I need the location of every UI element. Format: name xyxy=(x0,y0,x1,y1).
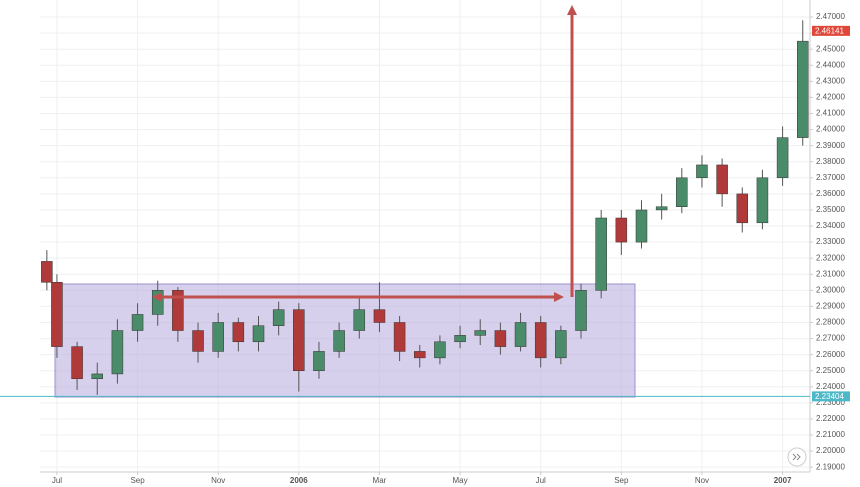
y-tick-label: 2.41000 xyxy=(816,109,845,118)
y-tick-label: 2.43000 xyxy=(816,76,845,85)
x-tick-label: Mar xyxy=(373,476,387,485)
y-tick-label: 2.36000 xyxy=(816,189,845,198)
candle-body xyxy=(91,373,103,380)
x-tick-label: May xyxy=(453,476,468,485)
arrow-head xyxy=(554,292,564,302)
candle-body xyxy=(736,193,749,224)
y-tick-label: 2.24000 xyxy=(816,382,845,391)
x-tick-label: 2006 xyxy=(290,476,308,485)
x-tick-label: Jul xyxy=(536,476,546,485)
candle-body xyxy=(635,209,648,243)
y-tick-label: 2.45000 xyxy=(816,44,845,53)
y-tick-label: 2.47000 xyxy=(816,12,845,21)
candle-body xyxy=(232,322,245,343)
y-tick-label: 2.42000 xyxy=(816,93,845,102)
candle-body xyxy=(414,351,426,359)
candles xyxy=(41,20,809,395)
price-tag xyxy=(812,391,850,402)
y-tick-label: 2.37000 xyxy=(816,173,845,182)
y-tick-label: 2.35000 xyxy=(816,205,845,214)
candle-body xyxy=(796,40,809,138)
candle-body xyxy=(111,330,124,375)
y-tick-label: 2.32000 xyxy=(816,253,845,262)
candle-body xyxy=(494,330,507,347)
scroll-icon[interactable] xyxy=(792,453,801,461)
price-tag xyxy=(812,25,850,36)
y-tick-label: 2.25000 xyxy=(816,366,845,375)
x-tick-label: Sep xyxy=(614,476,629,485)
grid xyxy=(40,0,810,472)
candle-body xyxy=(252,325,265,343)
candle-body xyxy=(51,282,63,347)
y-tick-label: 2.29000 xyxy=(816,302,845,311)
candle-body xyxy=(151,290,164,315)
candle-body xyxy=(454,335,466,343)
candle-body xyxy=(575,290,587,331)
candle-body xyxy=(41,261,53,283)
x-tick-label: Nov xyxy=(695,476,709,485)
candle-body xyxy=(333,330,345,352)
candle-body xyxy=(716,164,728,195)
candle-body xyxy=(393,322,406,352)
candle-body xyxy=(272,309,285,326)
price-tag-label: 2.23404 xyxy=(815,392,844,401)
y-tick-label: 2.28000 xyxy=(816,318,845,327)
candle-body xyxy=(776,137,789,179)
axes: 2.19000 2.20000 2.21000 2.22000 2.23000 2.240… xyxy=(0,12,850,485)
y-tick-label: 2.22000 xyxy=(816,414,845,423)
scroll-button-circle[interactable] xyxy=(787,447,807,467)
candle-body xyxy=(353,309,366,331)
y-tick-label: 2.38000 xyxy=(816,157,845,166)
y-tick-label: 2.44000 xyxy=(816,60,845,69)
candle-body xyxy=(595,217,607,291)
candle-body xyxy=(655,206,668,211)
y-tick-label: 2.21000 xyxy=(816,430,845,439)
x-tick-label: Nov xyxy=(211,476,225,485)
arrow-head xyxy=(567,5,577,15)
candle-body xyxy=(555,330,567,359)
price-tag-label: 2.46141 xyxy=(815,26,844,35)
candle-body xyxy=(676,177,688,207)
candle-body xyxy=(696,164,708,179)
candle-body xyxy=(373,309,386,323)
y-tick-label: 2.33000 xyxy=(816,237,845,246)
y-tick-label: 2.23000 xyxy=(816,398,845,407)
candle-body xyxy=(212,322,224,352)
y-tick-label: 2.19000 xyxy=(816,462,845,471)
y-tick-label: 2.27000 xyxy=(816,334,845,343)
y-tick-label: 2.39000 xyxy=(816,141,845,150)
arrow-head xyxy=(152,292,162,302)
candle-body xyxy=(71,346,83,380)
range-box xyxy=(54,283,636,398)
annotation-arrows xyxy=(152,5,577,302)
candle-body xyxy=(131,314,144,331)
y-tick-label: 2.20000 xyxy=(816,446,845,455)
y-tick-label: 2.34000 xyxy=(816,221,845,230)
x-tick-label: 2007 xyxy=(774,476,792,485)
y-tick-label: 2.30000 xyxy=(816,285,845,294)
y-tick-label: 2.40000 xyxy=(816,125,845,134)
candle-body xyxy=(474,330,486,336)
candle-body xyxy=(172,290,184,331)
candle-body xyxy=(756,177,769,224)
candle-body xyxy=(434,341,446,359)
candle-body xyxy=(534,322,547,359)
x-tick-label: Sep xyxy=(130,476,145,485)
candle-body xyxy=(313,351,325,371)
candle-body xyxy=(615,217,628,243)
candle-body xyxy=(514,322,527,347)
x-tick-label: Jul xyxy=(52,476,62,485)
y-tick-label: 2.31000 xyxy=(816,269,845,278)
candle-body xyxy=(192,330,204,352)
scroll-button[interactable] xyxy=(787,447,807,467)
y-tick-label: 2.26000 xyxy=(816,350,845,359)
candle-body xyxy=(293,309,305,371)
